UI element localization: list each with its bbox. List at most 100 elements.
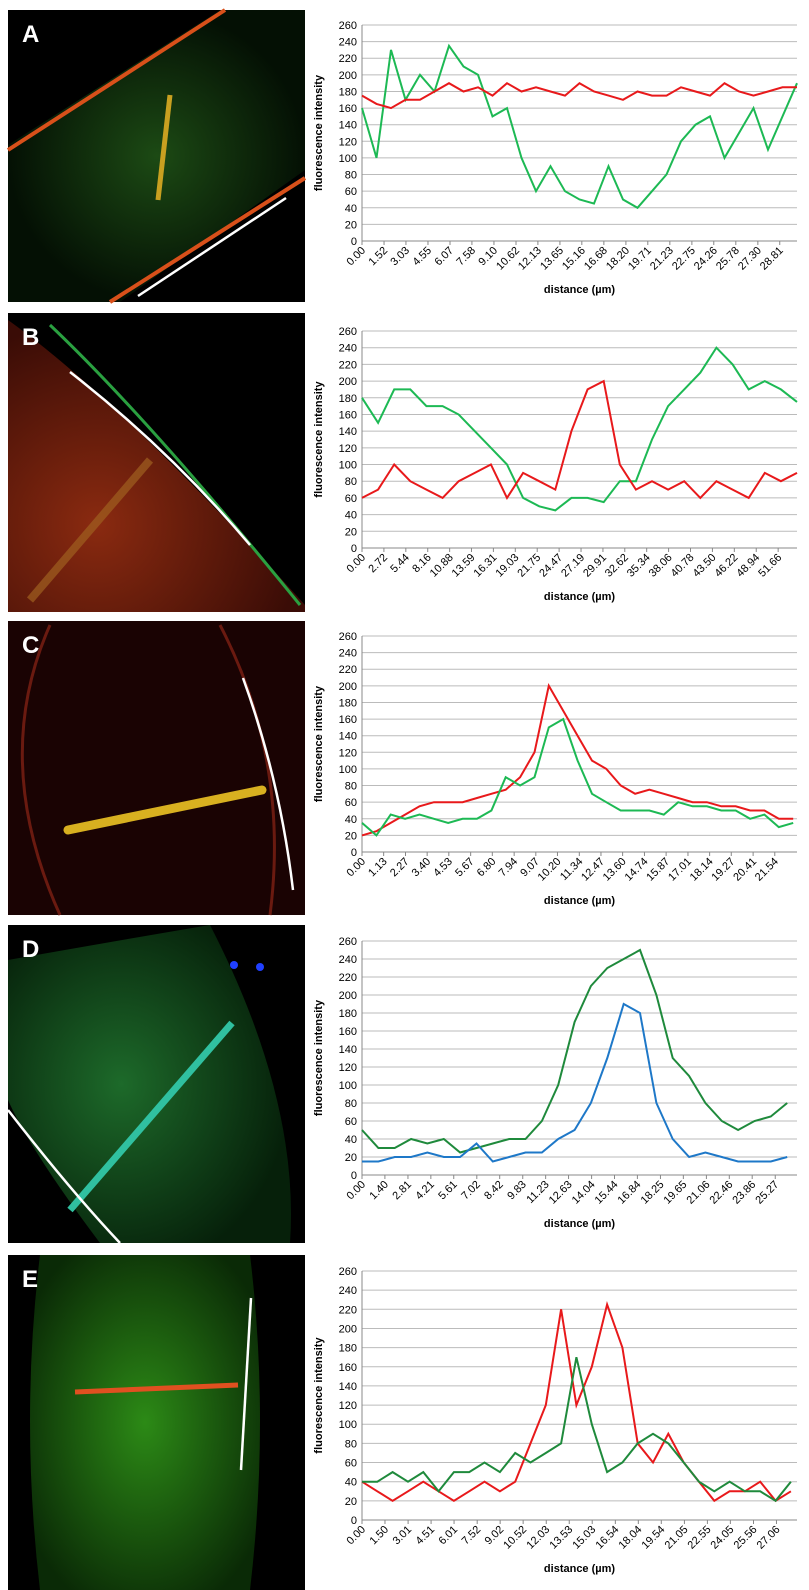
y-axis-title: fluorescence intensity bbox=[313, 999, 325, 1116]
y-axis-title: fluorescence intensity bbox=[313, 381, 325, 498]
panel-label: D bbox=[22, 936, 39, 963]
x-tick-label: 1.50 bbox=[367, 1524, 391, 1548]
x-tick-label: 4.21 bbox=[413, 1179, 437, 1203]
x-tick-label: 14.04 bbox=[570, 1179, 598, 1207]
data-line bbox=[362, 1356, 792, 1503]
x-tick-label: 48.94 bbox=[734, 552, 762, 580]
micrograph-e bbox=[8, 1255, 305, 1590]
x-tick-label: 7.52 bbox=[460, 1524, 484, 1548]
x-tick-label: 0.00 bbox=[344, 1524, 368, 1548]
y-tick-label: 20 bbox=[345, 830, 357, 842]
x-tick-label: 1.52 bbox=[367, 245, 391, 269]
x-tick-label: 7.94 bbox=[497, 856, 521, 880]
x-tick-label: 12.03 bbox=[524, 1524, 552, 1552]
x-tick-label: 24.05 bbox=[709, 1524, 737, 1552]
x-tick-label: 0.00 bbox=[344, 552, 368, 576]
data-line bbox=[361, 948, 788, 1154]
y-tick-label: 20 bbox=[345, 219, 357, 231]
x-axis-title: distance (µm) bbox=[544, 591, 615, 603]
y-tick-label: 120 bbox=[339, 747, 357, 759]
y-tick-label: 80 bbox=[345, 781, 357, 793]
y-tick-label: 180 bbox=[339, 1008, 357, 1020]
data-line bbox=[361, 379, 798, 500]
x-tick-label: 21.06 bbox=[685, 1179, 713, 1207]
micrograph-d bbox=[7, 925, 305, 1244]
x-tick-label: 21.05 bbox=[663, 1524, 691, 1552]
x-tick-label: 2.81 bbox=[390, 1179, 414, 1203]
x-tick-label: 23.86 bbox=[730, 1179, 758, 1207]
y-tick-label: 140 bbox=[339, 426, 357, 438]
x-tick-label: 4.51 bbox=[414, 1524, 438, 1548]
x-tick-label: 22.55 bbox=[686, 1524, 714, 1552]
y-tick-label: 100 bbox=[339, 1419, 357, 1431]
x-tick-label: 25.27 bbox=[753, 1179, 781, 1207]
x-tick-label: 3.03 bbox=[388, 245, 412, 269]
x-tick-label: 17.01 bbox=[666, 856, 694, 884]
y-tick-label: 100 bbox=[339, 764, 357, 776]
x-tick-label: 51.66 bbox=[756, 552, 784, 580]
x-tick-label: 4.55 bbox=[410, 245, 434, 269]
data-line bbox=[361, 43, 798, 210]
y-axis-title: fluorescence intensity bbox=[313, 74, 325, 191]
y-tick-label: 200 bbox=[339, 1323, 357, 1335]
x-tick-label: 35.34 bbox=[625, 552, 653, 580]
data-line bbox=[361, 346, 798, 512]
y-tick-label: 80 bbox=[345, 1438, 357, 1450]
y-tick-label: 0 bbox=[351, 1170, 357, 1182]
y-tick-label: 40 bbox=[345, 1477, 357, 1489]
data-line bbox=[361, 1301, 792, 1503]
x-tick-label: 10.20 bbox=[536, 856, 564, 884]
y-tick-label: 20 bbox=[345, 526, 357, 538]
x-tick-label: 20.41 bbox=[731, 856, 759, 884]
x-tick-label: 19.27 bbox=[709, 856, 737, 884]
x-tick-label: 16.68 bbox=[582, 245, 610, 273]
x-tick-label: 10.88 bbox=[428, 552, 456, 580]
y-tick-label: 100 bbox=[339, 1080, 357, 1092]
y-tick-label: 140 bbox=[339, 731, 357, 743]
y-tick-label: 120 bbox=[339, 1062, 357, 1074]
x-tick-label: 21.75 bbox=[515, 552, 543, 580]
x-tick-label: 21.23 bbox=[648, 245, 676, 273]
x-tick-label: 13.60 bbox=[601, 856, 629, 884]
x-tick-label: 18.14 bbox=[688, 856, 716, 884]
y-tick-label: 240 bbox=[339, 37, 357, 49]
x-tick-label: 25.56 bbox=[732, 1524, 760, 1552]
x-tick-label: 46.22 bbox=[712, 552, 740, 580]
x-tick-label: 40.78 bbox=[669, 552, 697, 580]
y-tick-label: 100 bbox=[339, 153, 357, 165]
x-tick-label: 10.52 bbox=[501, 1524, 529, 1552]
x-tick-label: 16.31 bbox=[472, 552, 500, 580]
y-tick-label: 220 bbox=[339, 664, 357, 676]
y-tick-label: 160 bbox=[339, 714, 357, 726]
x-tick-label: 13.59 bbox=[450, 552, 478, 580]
x-tick-label: 12.13 bbox=[516, 245, 544, 273]
y-tick-label: 0 bbox=[351, 236, 357, 248]
y-tick-label: 80 bbox=[345, 170, 357, 182]
x-tick-label: 38.06 bbox=[647, 552, 675, 580]
x-tick-label: 1.40 bbox=[367, 1179, 391, 1203]
y-tick-label: 220 bbox=[339, 359, 357, 371]
y-tick-label: 140 bbox=[339, 120, 357, 132]
y-tick-label: 120 bbox=[339, 136, 357, 148]
y-tick-label: 100 bbox=[339, 460, 357, 472]
x-tick-label: 2.27 bbox=[388, 856, 412, 880]
y-tick-label: 200 bbox=[339, 681, 357, 693]
y-tick-label: 200 bbox=[339, 990, 357, 1002]
y-tick-label: 260 bbox=[339, 1266, 357, 1278]
y-tick-label: 260 bbox=[339, 326, 357, 338]
y-tick-label: 240 bbox=[339, 343, 357, 355]
x-tick-label: 3.40 bbox=[410, 856, 434, 880]
micrograph-c bbox=[8, 621, 305, 916]
x-tick-label: 24.26 bbox=[692, 245, 720, 273]
y-tick-label: 80 bbox=[345, 476, 357, 488]
x-tick-label: 15.87 bbox=[644, 856, 672, 884]
y-tick-label: 180 bbox=[339, 393, 357, 405]
x-tick-label: 15.44 bbox=[593, 1179, 621, 1207]
x-tick-label: 43.50 bbox=[691, 552, 719, 580]
x-tick-label: 15.03 bbox=[570, 1524, 598, 1552]
x-tick-label: 19.54 bbox=[639, 1524, 667, 1552]
y-tick-label: 240 bbox=[339, 954, 357, 966]
x-axis-title: distance (µm) bbox=[544, 284, 615, 296]
x-tick-label: 7.58 bbox=[454, 245, 478, 269]
data-line bbox=[362, 1002, 788, 1163]
